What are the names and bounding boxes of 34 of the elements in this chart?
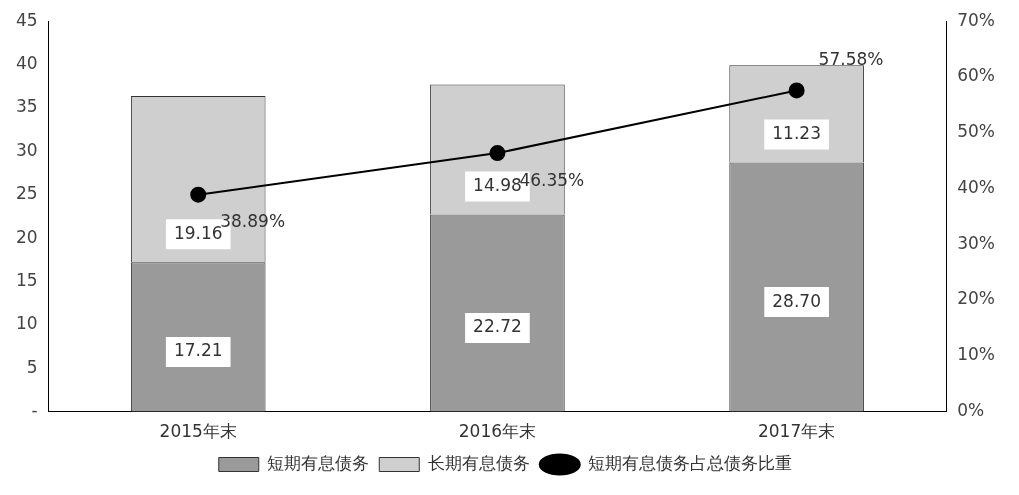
data-label: 57.58%: [818, 48, 884, 69]
point: [190, 186, 207, 203]
data-label: 22.72: [473, 316, 522, 337]
y-tick-label: 20: [15, 226, 38, 247]
x-tick-label: 2015年末: [159, 421, 237, 442]
legend-label: 短期有息债务占总债务比重: [588, 452, 793, 473]
y2-tick-label: 50%: [957, 121, 996, 142]
y-tick-label: 35: [15, 96, 38, 117]
y-tick-label: 10: [15, 313, 38, 334]
data-label: 28.70: [772, 290, 821, 311]
x-tick-label: 2017年末: [757, 421, 836, 442]
data-label: 14.98: [473, 174, 522, 195]
y-tick-label: 30: [15, 139, 38, 160]
y-tick-label: 25: [15, 183, 38, 204]
y-tick-label: 15: [15, 269, 38, 290]
y2-tick-label: 30%: [957, 232, 996, 253]
y-tick-label: 45: [15, 9, 38, 30]
y2-tick-label: 40%: [957, 176, 996, 197]
point: [489, 145, 506, 162]
y2-tick-label: 20%: [957, 288, 996, 309]
data-label: 17.21: [173, 340, 223, 361]
y-tick-label: 40: [15, 53, 38, 73]
legend-label: 长期有息债务: [427, 452, 530, 473]
y2-tick-label: 10%: [957, 344, 996, 365]
y2-tick-label: 60%: [957, 65, 996, 86]
y-tick-label: -: [31, 400, 38, 421]
data-label: 38.89%: [220, 211, 286, 232]
y2-tick-label: 70%: [957, 9, 996, 30]
y2-tick-label: 0%: [957, 400, 985, 421]
legend-label: 短期有息债务: [267, 452, 370, 473]
y-tick-label: 5: [26, 356, 38, 377]
point: [788, 82, 805, 99]
x-tick-label: 2016年末: [458, 421, 537, 442]
data-label: 11.23: [772, 123, 821, 144]
